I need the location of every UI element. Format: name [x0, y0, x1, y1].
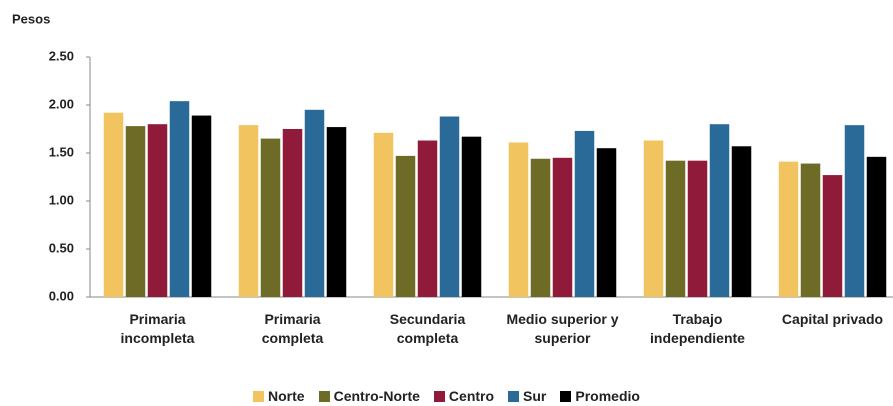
- legend-swatch: [253, 390, 265, 402]
- bar: [709, 124, 730, 297]
- y-axis-label: Pesos: [12, 11, 50, 26]
- bar: [373, 132, 394, 297]
- bar: [731, 146, 752, 297]
- bar: [169, 101, 190, 297]
- bar: [574, 130, 595, 297]
- bar: [596, 148, 617, 297]
- bar: [395, 155, 416, 297]
- bar: [530, 158, 551, 297]
- bar: [844, 125, 865, 297]
- legend-label: Centro-Norte: [333, 388, 420, 404]
- bar: [665, 160, 686, 297]
- legend-item: Centro: [433, 388, 495, 404]
- x-tick-label: Primaria incompleta: [120, 311, 195, 346]
- bar: [103, 112, 124, 298]
- bar: [417, 140, 438, 297]
- bar: [778, 161, 799, 297]
- x-tick-label: Medio superior y superior: [506, 311, 619, 346]
- legend-item: Centro-Norte: [318, 388, 420, 404]
- bar: [238, 125, 259, 297]
- y-tick-label: 1.00: [49, 192, 74, 207]
- x-tick-label: Trabajo independiente: [650, 311, 745, 346]
- bar: [687, 160, 708, 297]
- y-tick-label: 1.50: [49, 144, 74, 159]
- legend-label: Centro: [448, 388, 495, 404]
- bar: [866, 156, 887, 297]
- bar: [461, 136, 482, 297]
- legend-label: Norte: [268, 388, 305, 404]
- bar: [304, 109, 325, 297]
- legend-item: Norte: [253, 388, 305, 404]
- bar: [260, 138, 281, 297]
- x-tick-label: Secundaria completa: [389, 311, 466, 346]
- legend-swatch: [508, 390, 520, 402]
- x-tick-label: Primaria completa: [261, 311, 324, 346]
- legend-label: Promedio: [575, 388, 640, 404]
- y-tick-label: 0.00: [49, 288, 74, 303]
- bar: [822, 175, 843, 297]
- legend-swatch: [318, 390, 330, 402]
- y-tick-label: 2.00: [49, 96, 74, 111]
- bar: [282, 129, 303, 297]
- legend-item: Promedio: [560, 388, 640, 404]
- y-tick-label: 0.50: [49, 240, 74, 255]
- legend-swatch: [560, 390, 572, 402]
- bar: [191, 115, 212, 297]
- bar: [439, 116, 460, 298]
- bar: [508, 142, 529, 297]
- legend-item: Sur: [508, 388, 546, 404]
- bar: [125, 126, 146, 298]
- legend-label: Sur: [523, 388, 547, 404]
- bar: [643, 140, 664, 297]
- legend: Norte Centro-Norte Centro Sur Promedio: [0, 388, 893, 404]
- bar: [147, 124, 168, 297]
- bar: [552, 157, 573, 297]
- bar: [800, 163, 821, 297]
- x-tick-label: Capital privado: [781, 311, 884, 327]
- bar: [326, 127, 347, 297]
- y-tick-label: 2.50: [49, 48, 74, 63]
- legend-swatch: [433, 390, 445, 402]
